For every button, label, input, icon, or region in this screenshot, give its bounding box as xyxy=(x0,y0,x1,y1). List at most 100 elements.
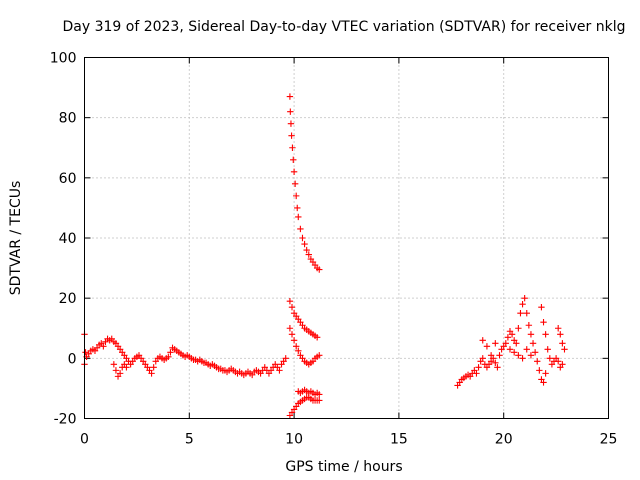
data-point xyxy=(479,355,486,362)
data-point xyxy=(287,108,294,115)
plot-frame xyxy=(84,57,609,419)
data-point xyxy=(492,359,499,367)
data-point xyxy=(116,370,124,377)
data-point xyxy=(303,246,310,254)
data-point xyxy=(294,204,301,212)
data-point xyxy=(112,367,120,374)
data-point xyxy=(496,352,503,359)
data-point xyxy=(292,343,300,350)
data-point xyxy=(313,334,321,341)
data-point xyxy=(559,340,566,347)
x-tick-label: 0 xyxy=(80,432,89,448)
data-point xyxy=(510,349,518,356)
series-early-day xyxy=(81,331,289,380)
y-tick-label: 0 xyxy=(68,351,77,367)
x-tick-label: 20 xyxy=(495,432,513,448)
data-point xyxy=(508,331,516,338)
x-axis-title: GPS time / hours xyxy=(285,459,402,475)
data-point xyxy=(290,337,298,344)
data-point xyxy=(542,370,549,377)
x-tick-labels: 0 5 10 15 20 25 xyxy=(80,432,617,448)
data-point xyxy=(546,355,554,362)
data-point xyxy=(529,340,537,347)
tick-layer xyxy=(84,57,609,419)
data-point xyxy=(305,251,312,258)
x-tick-label: 5 xyxy=(185,432,194,448)
y-axis-title: SDTVAR / TECUs xyxy=(8,181,24,296)
data-point xyxy=(297,225,304,233)
x-tick-label: 25 xyxy=(600,432,618,448)
data-point xyxy=(519,355,526,362)
data-point xyxy=(473,370,480,377)
data-point xyxy=(165,353,172,361)
x-tick-label: 10 xyxy=(285,432,303,448)
data-point xyxy=(150,364,157,371)
data-point xyxy=(282,355,289,362)
data-point xyxy=(523,310,530,317)
data-point xyxy=(299,234,306,242)
data-point xyxy=(286,325,294,332)
y-tick-label: 80 xyxy=(59,111,77,127)
y-tick-labels: -20 0 20 40 60 80 100 xyxy=(50,51,77,428)
data-point xyxy=(531,349,539,356)
data-point xyxy=(504,334,512,341)
data-point xyxy=(527,352,535,359)
data-point xyxy=(291,180,299,188)
data-point xyxy=(502,340,509,347)
data-point xyxy=(479,337,486,344)
chart-title: Day 319 of 2023, Sidereal Day-to-day VTE… xyxy=(63,19,626,35)
data-point xyxy=(540,379,547,386)
data-point xyxy=(515,325,522,332)
grid-layer xyxy=(84,57,609,419)
data-point xyxy=(290,168,298,176)
data-point xyxy=(316,266,323,273)
data-point xyxy=(527,331,535,338)
data-point xyxy=(167,349,174,356)
data-point xyxy=(534,358,541,365)
data-point xyxy=(475,364,482,371)
data-point xyxy=(542,331,549,338)
data-point xyxy=(301,240,308,248)
data-point xyxy=(557,331,564,338)
data-point xyxy=(492,340,499,347)
data-point xyxy=(517,310,524,317)
series-late-day xyxy=(454,294,568,389)
data-point xyxy=(561,346,568,353)
data-point xyxy=(286,297,294,305)
data-point xyxy=(286,93,294,100)
data-point xyxy=(538,303,545,311)
data-point xyxy=(289,144,296,151)
data-point xyxy=(148,370,155,377)
data-point xyxy=(295,347,302,355)
data-point xyxy=(494,364,501,371)
series-midday-arcs xyxy=(286,93,323,419)
data-point xyxy=(316,397,323,404)
data-point xyxy=(544,346,551,353)
data-point xyxy=(276,367,283,374)
data-point xyxy=(536,367,543,374)
data-point xyxy=(540,319,547,326)
data-point xyxy=(316,352,323,359)
data-point xyxy=(290,156,297,163)
data-point xyxy=(316,391,323,398)
data-point xyxy=(525,322,533,329)
data-point xyxy=(110,361,118,368)
data-point xyxy=(559,361,566,368)
data-point xyxy=(483,343,491,350)
y-tick-label: 40 xyxy=(59,231,77,247)
data-point xyxy=(554,358,562,365)
data-point xyxy=(288,331,296,338)
data-point xyxy=(288,132,295,139)
data-point xyxy=(292,192,300,200)
data-point xyxy=(487,352,495,359)
data-point xyxy=(123,364,130,371)
data-point xyxy=(82,349,89,356)
y-tick-label: 20 xyxy=(59,291,77,307)
data-point xyxy=(288,303,296,311)
data-point xyxy=(521,294,528,302)
y-tick-label: 100 xyxy=(50,51,77,67)
data-point xyxy=(515,352,522,359)
data-points xyxy=(81,93,568,419)
data-point xyxy=(287,120,295,127)
